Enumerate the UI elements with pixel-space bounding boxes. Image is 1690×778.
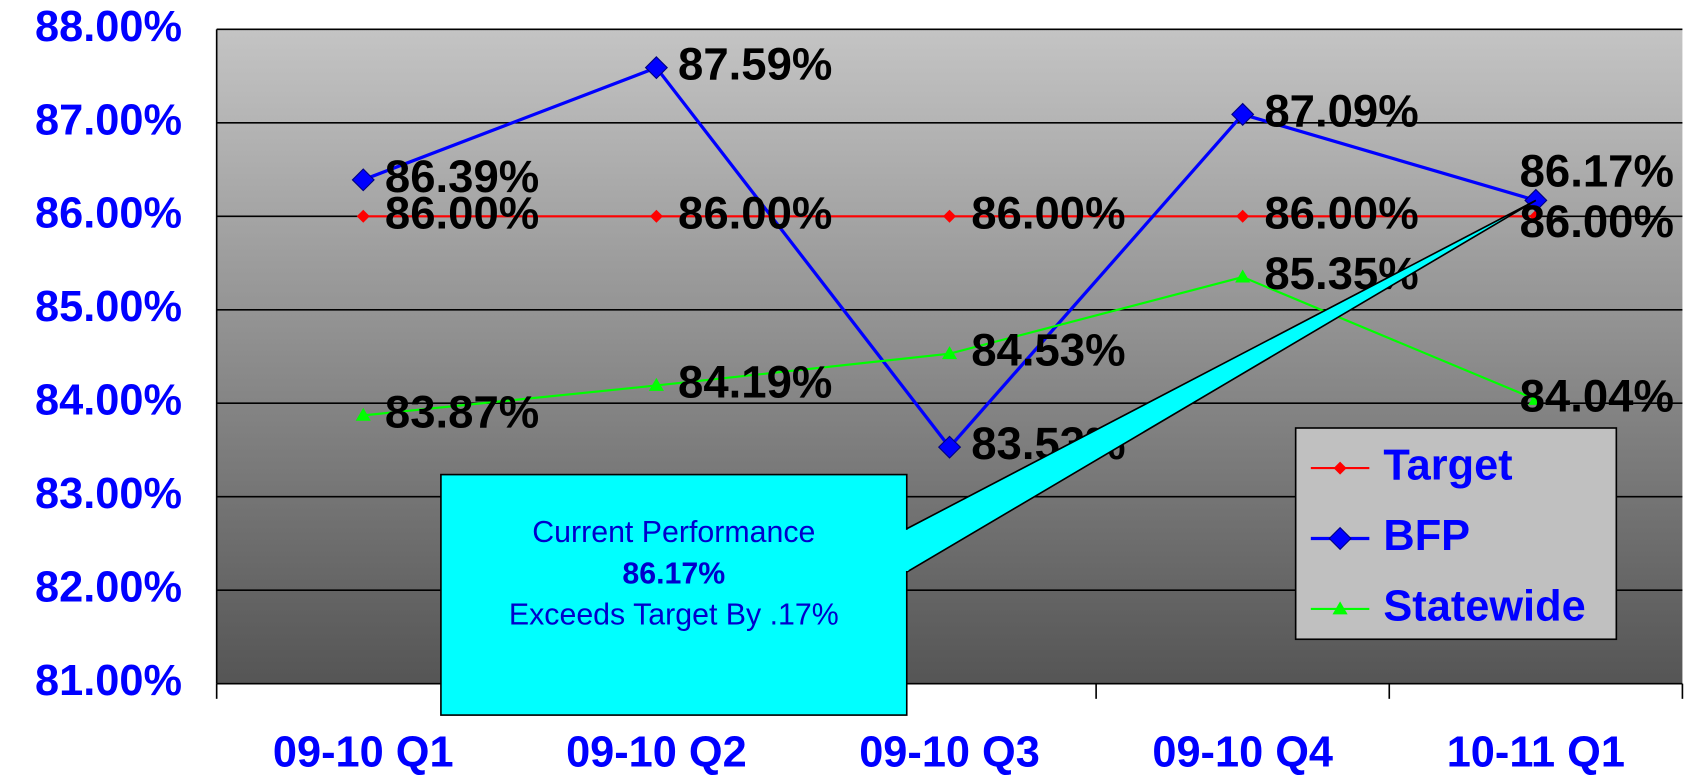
- data-label: 86.00%: [1264, 187, 1418, 238]
- legend-label: Statewide: [1383, 582, 1585, 630]
- data-label: 86.00%: [385, 187, 539, 238]
- marker: [937, 435, 962, 459]
- callout-text: Exceeds Target By .17%: [509, 599, 839, 632]
- y-tick-label: 82.00%: [35, 564, 182, 612]
- marker: [1231, 102, 1255, 126]
- marker: [1529, 209, 1543, 223]
- data-label: 87.09%: [1264, 85, 1418, 136]
- data-label: 84.19%: [678, 356, 832, 407]
- y-tick-label: 88.00%: [35, 3, 182, 51]
- marker: [648, 377, 664, 391]
- y-tick-label: 83.00%: [35, 470, 182, 518]
- data-label: 84.53%: [971, 325, 1125, 376]
- marker: [356, 209, 370, 223]
- legend-box: [1294, 427, 1618, 641]
- x-tick-label: 09-10 Q2: [566, 729, 747, 777]
- marker: [1332, 601, 1348, 615]
- data-label: 86.00%: [1520, 196, 1674, 247]
- y-tick-label: 81.00%: [35, 657, 182, 705]
- data-label: 86.17%: [1520, 145, 1674, 196]
- marker: [941, 346, 958, 360]
- callout-text: 86.17%: [622, 557, 725, 590]
- marker: [1236, 209, 1250, 223]
- marker: [649, 209, 663, 223]
- data-label: 83.87%: [385, 386, 539, 437]
- callout-box: [440, 473, 908, 716]
- x-tick-label: 10-11 Q1: [1447, 729, 1625, 777]
- data-label: 84.04%: [1520, 371, 1674, 422]
- data-label: 86.00%: [971, 187, 1125, 238]
- y-tick-label: 86.00%: [35, 190, 182, 238]
- marker: [943, 209, 957, 223]
- y-tick-label: 84.00%: [35, 377, 182, 425]
- data-label: 86.00%: [678, 187, 832, 238]
- marker: [1235, 269, 1251, 283]
- callout-text: Current Performance: [532, 516, 815, 549]
- legend-label: Target: [1383, 442, 1512, 490]
- marker: [351, 168, 375, 192]
- x-tick-label: 09-10 Q1: [273, 729, 454, 777]
- legend-label: BFP: [1383, 512, 1470, 560]
- marker: [644, 56, 668, 80]
- data-label: 87.59%: [678, 39, 832, 90]
- marker: [355, 407, 371, 421]
- y-tick-label: 85.00%: [35, 283, 182, 331]
- y-tick-label: 87.00%: [35, 96, 182, 144]
- marker: [1328, 526, 1352, 551]
- data-label: 86.39%: [385, 151, 539, 202]
- x-tick-label: 09-10 Q3: [859, 729, 1040, 777]
- data-label: 85.35%: [1264, 248, 1418, 299]
- marker: [1333, 461, 1347, 475]
- x-tick-label: 09-10 Q4: [1152, 729, 1333, 777]
- marker: [1528, 391, 1544, 405]
